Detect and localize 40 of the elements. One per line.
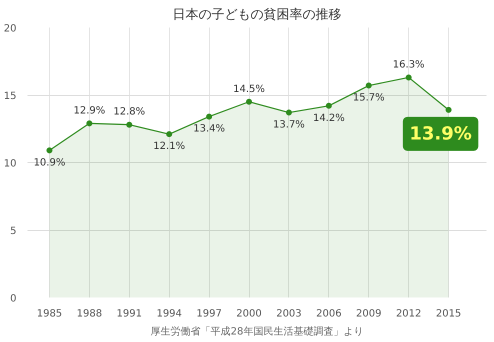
text: 13.7% <box>273 120 305 131</box>
text: 14.5% <box>233 84 265 95</box>
point <box>366 82 372 89</box>
x-tick-label: 1991 <box>116 308 142 320</box>
text: 12.9% <box>73 105 106 116</box>
y-tick-label: 20 <box>4 24 17 34</box>
x-tick-label: 1997 <box>196 308 222 320</box>
x-tick-label: 1985 <box>36 308 62 320</box>
text: 13.9% <box>409 123 472 144</box>
text: 12.8% <box>113 106 146 118</box>
x-tick-label: 2000 <box>236 308 262 320</box>
point <box>446 106 452 113</box>
text: 12.1% <box>153 141 186 152</box>
x-tick-label: 1994 <box>156 308 182 320</box>
y-tick-label: 0 <box>10 294 17 304</box>
text: 13.4% <box>193 124 225 135</box>
point <box>126 122 132 128</box>
point <box>246 98 252 105</box>
x-tick-label: 2015 <box>436 308 462 320</box>
text: 厚生労働省「平成28年国民生活基礎調査」より <box>150 326 364 338</box>
point <box>286 110 292 116</box>
x-tick-label: 1988 <box>76 308 102 320</box>
point <box>326 102 332 109</box>
y-tick-label: 10 <box>4 158 17 170</box>
point <box>406 74 412 80</box>
x-tick-label: 2003 <box>276 308 302 320</box>
x-tick-label: 2009 <box>356 308 382 320</box>
y-tick-label: 5 <box>10 226 17 237</box>
point <box>206 114 212 120</box>
point <box>86 120 92 126</box>
x-tick-label: 2012 <box>396 308 422 320</box>
point <box>46 147 52 154</box>
text: 16.3% <box>392 59 425 70</box>
text: 15.7% <box>352 92 385 104</box>
chart-title: 日本の子どもの貧困率の推移 <box>172 6 342 22</box>
text: 10.9% <box>34 157 66 168</box>
y-tick-label: 15 <box>4 91 17 102</box>
text: 14.2% <box>312 112 345 124</box>
x-tick-label: 2006 <box>316 308 342 320</box>
point <box>166 131 172 138</box>
